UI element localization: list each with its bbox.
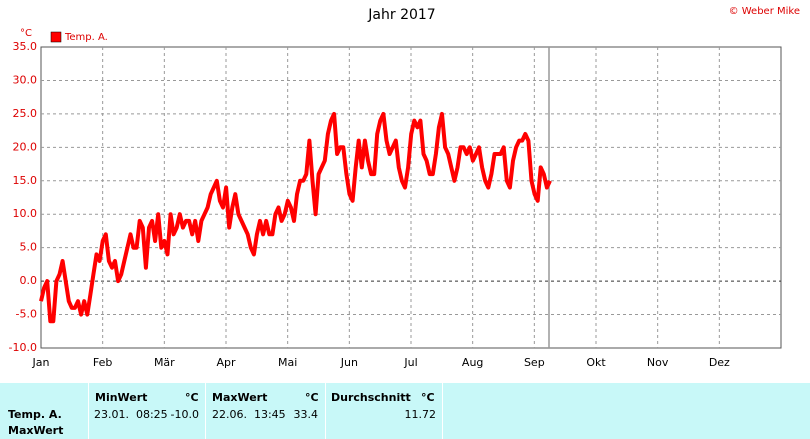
y-tick-label: 0.0 [20, 274, 38, 287]
x-tick-label: Mai [278, 356, 297, 369]
x-tick-label: Jan [32, 356, 50, 369]
y-tick-label: 20.0 [13, 140, 38, 153]
separator [205, 383, 206, 439]
column-title: MaxWert [212, 391, 268, 404]
x-tick-label: Jul [403, 356, 417, 369]
x-tick-label: Nov [647, 356, 669, 369]
legend-swatch [50, 31, 62, 43]
column-unit: °C [421, 391, 435, 404]
y-tick-label: 25.0 [13, 107, 38, 120]
cell-value: 11.72 [404, 408, 437, 421]
separator [442, 383, 443, 439]
y-tick-label: -5.0 [16, 308, 37, 321]
copyright: © Weber Mike [729, 6, 800, 17]
column-title: MinWert [95, 391, 148, 404]
x-tick-label: Feb [93, 356, 112, 369]
x-tick-label: Sep [524, 356, 545, 369]
x-tick-label: Jun [340, 356, 358, 369]
x-tick-label: Dez [709, 356, 730, 369]
x-tick-label: Okt [586, 356, 606, 369]
cell-value: -10.0 [170, 408, 199, 421]
column-unit: °C [305, 391, 319, 404]
y-unit: °C [20, 28, 32, 39]
x-tick-label: Apr [216, 356, 236, 369]
chart: Jahr 2017 °C © Weber Mike -10.0 -5.0 0.0 5.… [9, 6, 800, 369]
cell-time: 23.01. 08:25 [94, 408, 168, 421]
separator [325, 383, 326, 439]
column-title: Durchschnitt [331, 391, 411, 404]
y-tick-label: -10.0 [9, 341, 37, 354]
y-tick-label: 30.0 [13, 73, 38, 86]
cell-time: 22.06. 13:45 [212, 408, 286, 421]
row-label: MaxWert [8, 424, 64, 437]
line-series [39, 111, 552, 324]
y-tick-label: 5.0 [20, 241, 38, 254]
cell-value: 33.4 [293, 408, 319, 421]
chart-title: Jahr 2017 [367, 7, 435, 23]
x-tick-label: Mär [154, 356, 175, 369]
stats-table: MinWert °C MaxWert °C Durchschnitt °C Te… [0, 383, 810, 439]
y-tick-label: 10.0 [13, 207, 38, 220]
x-tick-label: Aug [462, 356, 483, 369]
row-label: Temp. A. [8, 408, 62, 421]
legend-label: Temp. A. [64, 32, 108, 43]
separator [88, 383, 89, 439]
y-tick-label: 35.0 [13, 40, 38, 53]
y-tick-label: 15.0 [13, 174, 38, 187]
column-unit: °C [185, 391, 199, 404]
